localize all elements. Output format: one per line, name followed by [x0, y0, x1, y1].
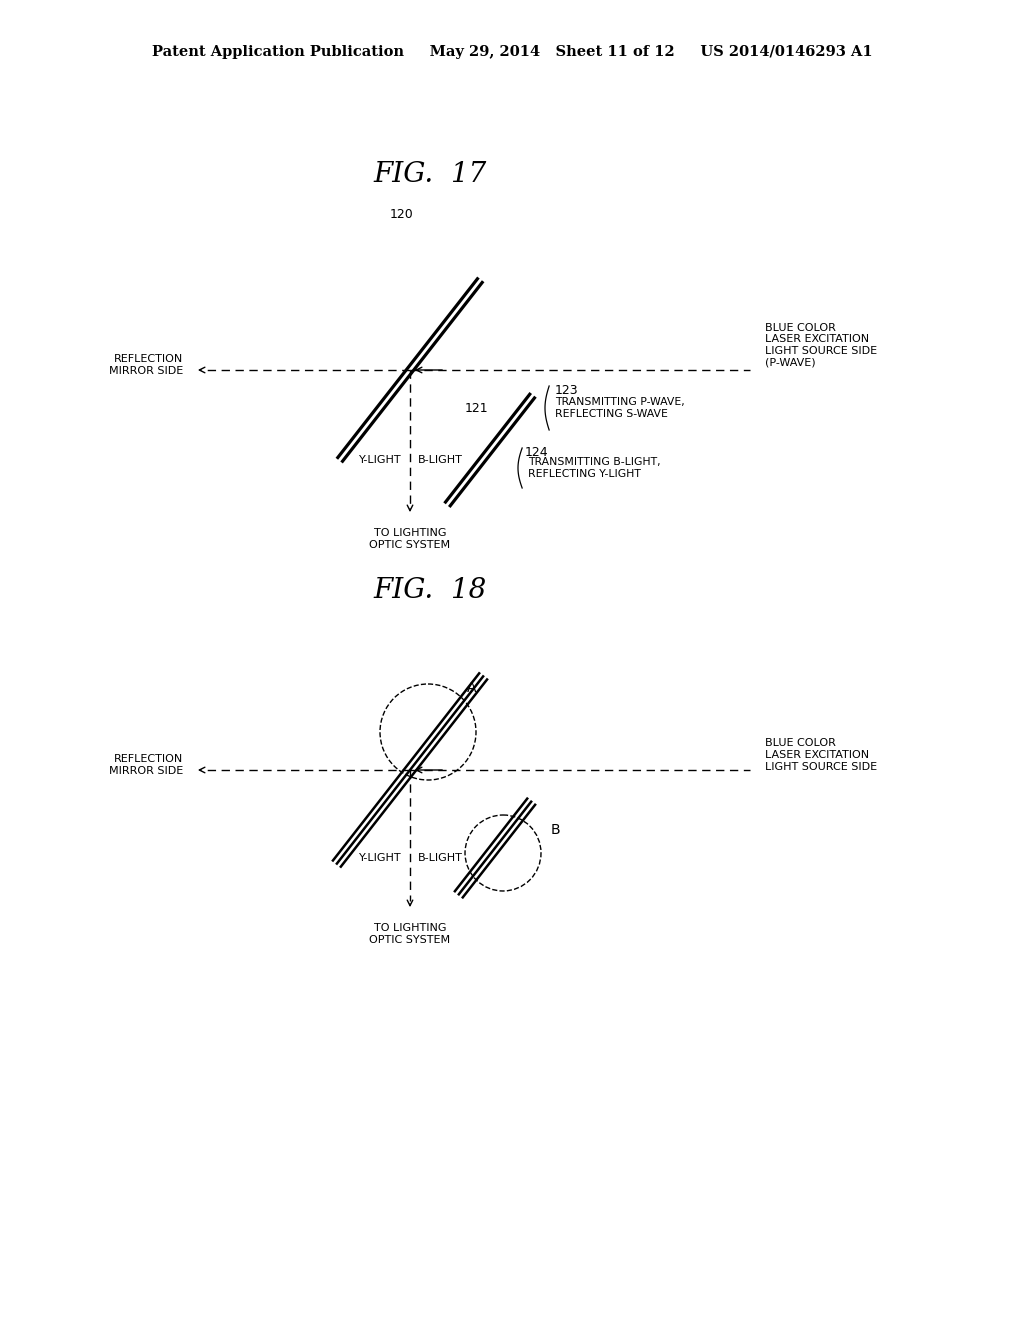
Text: BLUE COLOR
LASER EXCITATION
LIGHT SOURCE SIDE: BLUE COLOR LASER EXCITATION LIGHT SOURCE…	[765, 738, 878, 772]
Text: Y-LIGHT: Y-LIGHT	[359, 455, 402, 465]
Text: B-LIGHT: B-LIGHT	[418, 455, 463, 465]
Text: REFLECTION
MIRROR SIDE: REFLECTION MIRROR SIDE	[109, 354, 183, 376]
Text: Patent Application Publication     May 29, 2014   Sheet 11 of 12     US 2014/014: Patent Application Publication May 29, 2…	[152, 45, 872, 59]
Text: 123: 123	[555, 384, 579, 396]
Text: FIG.  17: FIG. 17	[374, 161, 486, 189]
Text: BLUE COLOR
LASER EXCITATION
LIGHT SOURCE SIDE
(P-WAVE): BLUE COLOR LASER EXCITATION LIGHT SOURCE…	[765, 322, 878, 367]
Text: 120: 120	[390, 209, 414, 222]
Text: A: A	[467, 681, 477, 696]
Text: 121: 121	[465, 401, 488, 414]
Text: FIG.  18: FIG. 18	[374, 577, 486, 603]
Text: TRANSMITTING B-LIGHT,
REFLECTING Y-LIGHT: TRANSMITTING B-LIGHT, REFLECTING Y-LIGHT	[528, 457, 660, 479]
Text: B-LIGHT: B-LIGHT	[418, 853, 463, 863]
Text: TRANSMITTING P-WAVE,
REFLECTING S-WAVE: TRANSMITTING P-WAVE, REFLECTING S-WAVE	[555, 397, 685, 418]
Text: Y-LIGHT: Y-LIGHT	[359, 853, 402, 863]
Text: REFLECTION
MIRROR SIDE: REFLECTION MIRROR SIDE	[109, 754, 183, 776]
Text: 124: 124	[525, 446, 549, 458]
Text: B: B	[550, 822, 560, 837]
Text: TO LIGHTING
OPTIC SYSTEM: TO LIGHTING OPTIC SYSTEM	[370, 528, 451, 549]
Text: TO LIGHTING
OPTIC SYSTEM: TO LIGHTING OPTIC SYSTEM	[370, 923, 451, 945]
